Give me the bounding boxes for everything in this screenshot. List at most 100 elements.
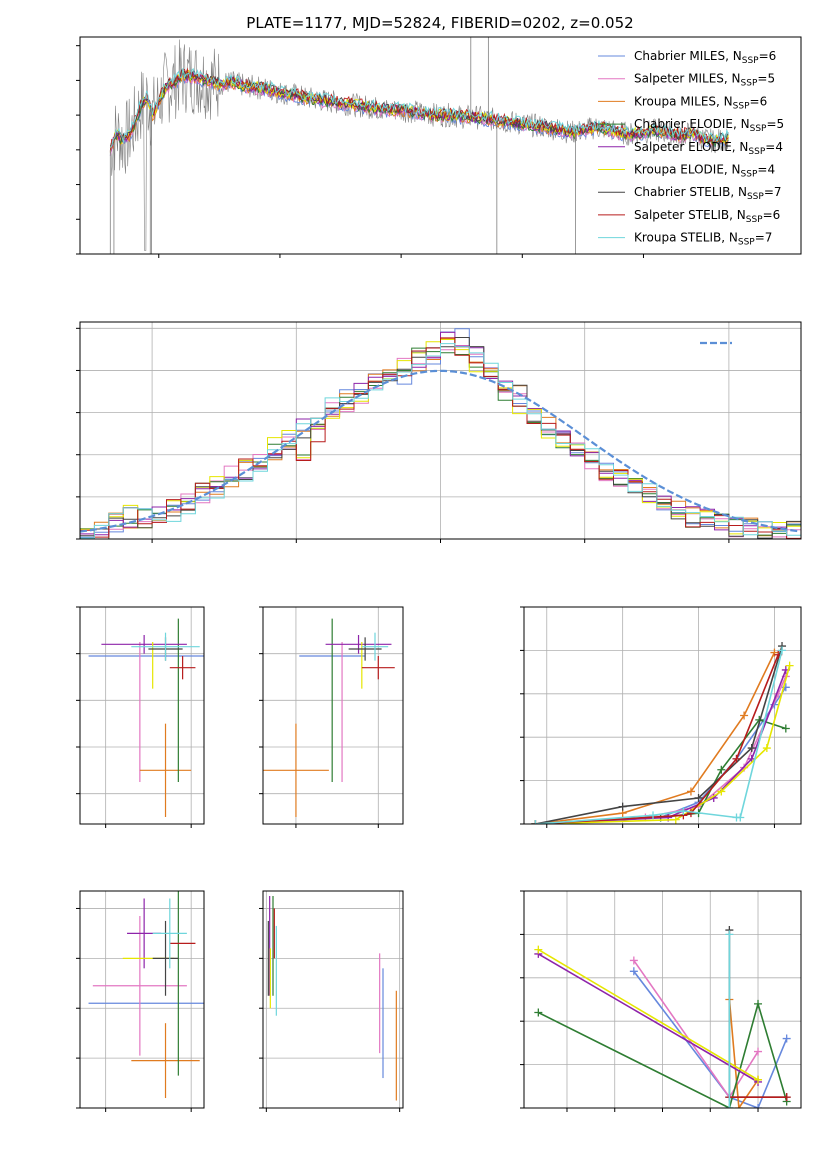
data-layer: [109, 37, 729, 254]
mass-weight-line: [535, 650, 783, 824]
mass-weight-marker: [754, 999, 763, 1008]
legend-entry-name: Salpeter ELODIE, N: [634, 140, 748, 154]
legend-entry: Chabrier MILES, NSSP=6: [634, 49, 776, 66]
panel-residuals: [76, 321, 802, 543]
mass-weight-marker: [747, 744, 756, 753]
legend-entry-name: Salpeter MILES, N: [634, 72, 741, 86]
legend-entry: Salpeter ELODIE, NSSP=4: [634, 140, 783, 157]
mass-weight-marker: [754, 1104, 763, 1108]
mass-weight-marker: [725, 930, 734, 939]
mass-weight-marker: [671, 815, 680, 824]
mass-weight-marker: [694, 793, 703, 802]
mass-weight-marker: [781, 724, 790, 733]
legend-entry-count: =6: [759, 49, 777, 63]
legend-entry-count: =5: [757, 72, 775, 86]
legend-entry-subscript: SSP: [746, 215, 763, 225]
mass-weight-marker: [686, 787, 695, 796]
plot-frame: [79, 321, 802, 540]
panel-age-vs-mass: [259, 606, 404, 828]
mass-weight-marker: [534, 945, 543, 954]
plot-frame: [523, 606, 802, 825]
figure-title: PLATE=1177, MJD=52824, FIBERID=0202, z=0…: [246, 14, 633, 32]
panel-age-vs-Z: [76, 606, 205, 828]
legend-entry-name: Chabrier STELIB, N: [634, 185, 747, 199]
legend-entry-name: Salpeter STELIB, N: [634, 208, 746, 222]
panel-mass-weight-vs-Z: [520, 890, 802, 1112]
legend-entry-count: =7: [755, 231, 773, 245]
legend-entry-count: =6: [750, 94, 768, 108]
legend-entry-subscript: SSP: [741, 79, 758, 89]
legend-entry-name: Kroupa STELIB, N: [634, 231, 738, 245]
plot-area: [80, 607, 204, 824]
mass-weight-line: [537, 948, 759, 1081]
legend-entry: Chabrier ELODIE, NSSP=5: [634, 117, 784, 134]
plot-frame: [79, 36, 802, 255]
legend-entry-subscript: SSP: [750, 124, 767, 134]
mass-weight-line: [537, 1000, 788, 1108]
legend-entry: Salpeter STELIB, NSSP=6: [634, 208, 780, 225]
legend-entry: Chabrier STELIB, NSSP=7: [634, 185, 782, 202]
plot-frame: [523, 890, 802, 1109]
legend-entry-name: Chabrier ELODIE, N: [634, 117, 750, 131]
mass-weight-marker: [717, 765, 726, 774]
legend-entry: Salpeter MILES, NSSP=5: [634, 72, 775, 89]
legend-entry-subscript: SSP: [742, 56, 759, 66]
mass-weight-line: [728, 999, 759, 1108]
legend-entry-count: =4: [765, 140, 783, 154]
mass-weight-marker: [686, 809, 695, 818]
legend-entry-count: =6: [763, 208, 781, 222]
legend-entry-subscript: SSP: [738, 238, 755, 248]
data-layer: [534, 926, 791, 1108]
data-layer: [88, 618, 204, 817]
mass-weight-marker: [649, 811, 658, 820]
mass-weight-marker: [732, 754, 741, 763]
mass-weight-marker: [534, 1008, 543, 1017]
legend-entry-subscript: SSP: [741, 170, 758, 180]
mass-weight-marker: [531, 820, 540, 824]
data-layer: [267, 895, 397, 1101]
plot-area: [263, 891, 403, 1108]
mass-weight-line: [537, 953, 759, 1083]
plot-frame: [262, 606, 404, 825]
legend-entry-name: Kroupa ELODIE, N: [634, 163, 741, 177]
panel-mass-weight-vs-age: [520, 606, 802, 828]
mass-weight-marker: [754, 1047, 763, 1056]
mass-weight-marker: [679, 806, 688, 815]
plot-area: [80, 891, 204, 1108]
residual-histogram-step: [80, 343, 801, 539]
mass-weight-marker: [629, 967, 638, 976]
data-layer: [263, 618, 395, 817]
plot-frame: [262, 890, 404, 1109]
model-spectrum-line: [109, 67, 729, 148]
legend-entry-count: =4: [757, 163, 775, 177]
panel-mass-vs-EBV: [259, 890, 404, 1112]
legend-entry-name: Kroupa MILES, N: [634, 94, 733, 108]
legend-entry-subscript: SSP: [747, 192, 764, 202]
mass-weight-marker: [740, 711, 749, 720]
legend-entry: Kroupa ELODIE, NSSP=4: [634, 163, 775, 180]
data-layer: [531, 642, 794, 824]
mass-weight-marker: [782, 1034, 791, 1043]
mass-weight-marker: [734, 1104, 743, 1108]
mass-weight-marker: [754, 1075, 763, 1084]
plot-area: [263, 607, 403, 824]
mass-weight-marker: [629, 956, 638, 965]
legend-entry: Kroupa MILES, NSSP=6: [634, 94, 767, 111]
panel-mass-vs-Z: [76, 890, 205, 1112]
legend-entry-count: =7: [764, 185, 782, 199]
data-layer: [80, 328, 801, 539]
mass-weight-marker: [736, 813, 745, 822]
plot-area: [524, 607, 801, 824]
mass-weight-marker: [717, 787, 726, 796]
mass-weight-marker: [778, 646, 787, 655]
legend-entry-subscript: SSP: [733, 101, 750, 111]
data-layer: [88, 891, 204, 1099]
mass-weight-marker: [762, 744, 771, 753]
plot-frame: [79, 606, 205, 825]
mass-weight-marker: [782, 1093, 791, 1102]
normal-reference-curve: [80, 369, 799, 533]
mass-weight-marker: [725, 1104, 734, 1108]
legend-entry-subscript: SSP: [748, 147, 765, 157]
